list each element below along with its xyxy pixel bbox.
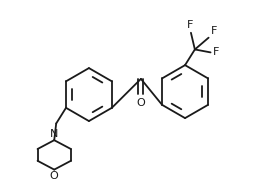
Text: O: O [136,98,145,108]
Text: F: F [187,20,193,30]
Text: F: F [210,26,217,36]
Text: O: O [50,171,59,181]
Text: N: N [50,129,58,139]
Text: F: F [212,47,219,57]
